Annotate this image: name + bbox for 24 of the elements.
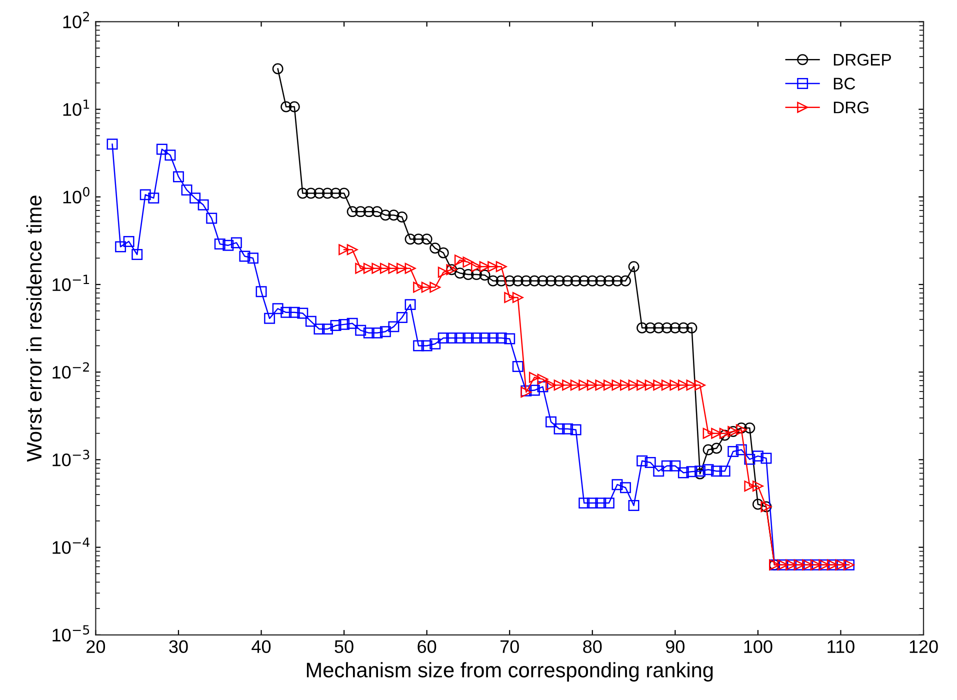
y-axis-title: Worst error in residence time (26, 196, 42, 462)
x-tick-label: 40 (252, 640, 271, 654)
x-tick-label: 80 (583, 640, 602, 654)
y-tick-label: 10$^{−3}$ (52, 450, 90, 466)
legend-label: DRG (834, 102, 868, 114)
x-tick-label: 120 (910, 640, 938, 654)
x-tick-label: 30 (169, 640, 188, 654)
x-tick-label: 70 (500, 640, 519, 654)
x-tick-label: 60 (418, 640, 436, 654)
x-axis-title: Mechanism size from corresponding ranking (306, 662, 713, 682)
x-tick-label: 110 (828, 640, 854, 654)
x-tick-label: 90 (666, 640, 684, 654)
y-tick-label: 10$^{−2}$ (52, 362, 89, 379)
y-tick-label: 10$^{0}$ (63, 187, 90, 204)
y-tick-label: 10$^{−1}$ (52, 274, 90, 292)
y-tick-label: 10$^{−4}$ (52, 538, 90, 554)
legend-label: DRGEP (834, 54, 891, 66)
y-tick-label: 10$^{1}$ (63, 100, 90, 116)
x-tick-label: 100 (744, 640, 772, 654)
legend-label: BC (834, 78, 856, 90)
y-tick-label: 10$^{−5}$ (52, 625, 90, 642)
y-tick-label: 10$^{2}$ (63, 12, 89, 28)
x-tick-label: 20 (86, 640, 106, 654)
x-tick-label: 50 (334, 640, 354, 654)
